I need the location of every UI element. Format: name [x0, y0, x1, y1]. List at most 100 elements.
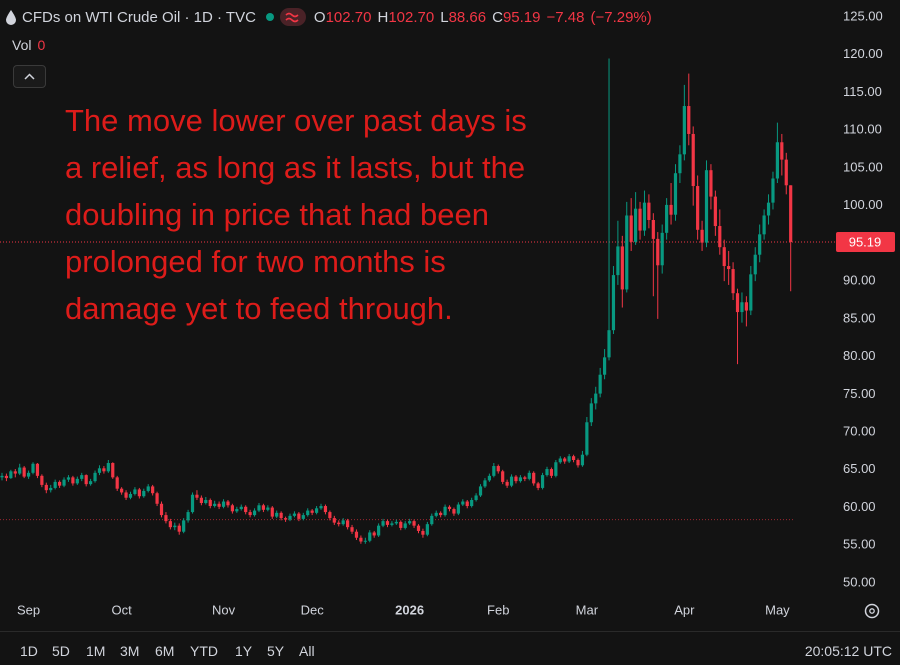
candle-body [642, 202, 647, 231]
candle-body [31, 463, 35, 473]
candle-body [735, 293, 740, 313]
candle-body [394, 521, 398, 524]
candle-body [447, 506, 452, 510]
candle-body [75, 478, 79, 484]
candle-body [377, 525, 381, 536]
candle-body [208, 500, 212, 507]
candle-body [323, 506, 328, 513]
candle-body [173, 525, 177, 528]
candle-body [660, 232, 664, 266]
candle-body [456, 504, 460, 514]
candle-body [270, 507, 274, 517]
candle-body [195, 494, 199, 498]
candle-body [470, 500, 474, 507]
candle-body [758, 234, 762, 255]
candle-body [412, 521, 416, 526]
candle-body [390, 523, 394, 525]
ohlc-value: 88.66 [448, 8, 487, 26]
y-tick-label: 90.00 [843, 273, 876, 288]
x-tick-label: May [765, 602, 790, 617]
candle-body [580, 454, 585, 466]
candle-body [22, 467, 26, 477]
candle-body [727, 266, 731, 270]
candle-body [696, 186, 700, 230]
candle-body [230, 505, 234, 512]
annotation-line: The move lower over past days is [65, 103, 527, 138]
candle-body [532, 472, 536, 484]
ohlc-key: L [440, 8, 449, 26]
range-button[interactable]: 1M [86, 643, 106, 659]
header: CFDs on WTI Crude Oil · 1D · TVC O 102.70… [4, 7, 652, 27]
candle-body [111, 463, 115, 478]
y-tick-label: 100.00 [843, 197, 883, 212]
candle-body [177, 525, 181, 532]
candle-body [221, 501, 226, 507]
range-button[interactable]: 1Y [235, 643, 253, 659]
candle-body [257, 505, 261, 511]
candle-body [283, 518, 288, 520]
candle-body [403, 523, 407, 528]
candle-body [576, 460, 580, 466]
candle-body [97, 468, 102, 473]
candle-body [350, 527, 354, 532]
change: −7.48 [546, 8, 585, 26]
candle-body [651, 220, 655, 239]
candle-body [731, 269, 735, 294]
candle-body [408, 521, 412, 524]
candle-body [18, 467, 22, 474]
candle-body [84, 475, 88, 485]
candle-body [611, 275, 616, 331]
candle-body [682, 106, 686, 155]
range-button[interactable]: 3M [120, 643, 140, 659]
candle-body [536, 483, 540, 488]
candle-body [558, 458, 562, 463]
candle-body [35, 463, 40, 476]
range-button[interactable]: 6M [155, 643, 175, 659]
plot [0, 58, 835, 544]
candle-body [13, 471, 17, 474]
y-tick-label: 75.00 [843, 386, 876, 401]
candle-body [142, 490, 146, 497]
range-button[interactable]: 5D [52, 643, 70, 659]
candle-body [620, 246, 624, 290]
candle-body [585, 422, 589, 455]
candle-body [594, 393, 598, 404]
settings-button[interactable] [864, 603, 880, 619]
candle-body [40, 475, 44, 485]
candle-body [789, 185, 793, 242]
candle-body [687, 106, 691, 134]
candle-body [505, 481, 509, 486]
range-button[interactable]: 1D [20, 643, 38, 659]
candle-body [753, 254, 757, 275]
candle-body [244, 506, 248, 513]
ohlc-key: H [377, 8, 389, 26]
candle-body [483, 480, 487, 487]
range-button[interactable]: YTD [190, 643, 218, 659]
candle-body [452, 509, 456, 514]
y-tick-label: 80.00 [843, 348, 876, 363]
range-button[interactable]: All [299, 643, 315, 659]
candle-body [151, 486, 155, 494]
candle-body [474, 495, 478, 500]
candle-body [346, 520, 350, 528]
volume-label: Vol [12, 37, 32, 53]
candle-body [638, 208, 642, 231]
candle-body [182, 520, 186, 532]
bottom-bar: 20:05:12 UTC 1D 5D 1M 3M 6M YTD 1Y 5Y All [0, 631, 900, 665]
candle-body [501, 471, 505, 482]
candle-body [492, 466, 496, 476]
collapse-button[interactable] [13, 65, 46, 88]
change-percent: (−7.29%) [590, 8, 652, 26]
annotation-line: damage yet to feed through. [65, 291, 453, 326]
candle-body [168, 521, 172, 528]
candle-body [381, 521, 385, 526]
range-button[interactable]: 5Y [267, 643, 285, 659]
y-tick-label: 85.00 [843, 310, 876, 325]
candle-body [66, 477, 71, 480]
candle-body [718, 226, 722, 248]
candle-body [204, 500, 208, 504]
candle-body [656, 238, 660, 266]
candle-body [26, 472, 31, 477]
candle-body [49, 487, 53, 491]
candle-body [0, 475, 4, 478]
